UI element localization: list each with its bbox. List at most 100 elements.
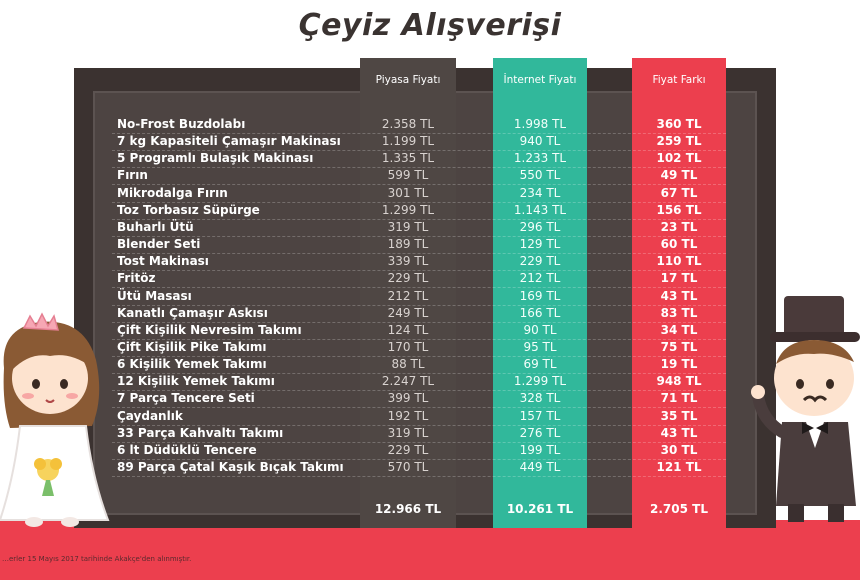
market-price: 2.358 TL [381, 117, 435, 131]
internet-price: 166 TL [519, 305, 561, 320]
item-name: Çaydanlık [117, 408, 183, 423]
internet-price: 229 TL [519, 254, 561, 269]
price-difference: 83 TL [660, 305, 698, 320]
item-name: Buharlı Ütü [117, 219, 194, 234]
item-name: Toz Torbasız Süpürge [117, 202, 260, 217]
market-price: 319 TL [387, 219, 429, 234]
item-name: 7 kg Kapasiteli Çamaşır Makinası [117, 134, 341, 149]
row-separator [112, 355, 726, 357]
market-price: 1.335 TL [381, 151, 435, 166]
price-difference: 17 TL [660, 271, 698, 286]
item-name: Çift Kişilik Nevresim Takımı [117, 322, 302, 337]
bride-illustration [0, 312, 110, 527]
internet-price: 199 TL [519, 442, 561, 457]
row-separator [112, 235, 726, 237]
internet-price: 449 TL [519, 460, 561, 474]
row-separator [112, 373, 726, 375]
row-separator [112, 184, 726, 186]
mustache-icon [802, 395, 828, 403]
row-separator [112, 150, 726, 152]
row-separator [112, 441, 726, 443]
price-difference: 75 TL [660, 339, 698, 354]
market-price: 212 TL [387, 288, 429, 303]
market-price: 319 TL [387, 425, 429, 440]
item-name: No-Frost Buzdolabı [117, 117, 246, 131]
price-difference: 110 TL [656, 254, 702, 269]
internet-price: 169 TL [519, 288, 561, 303]
price-difference: 34 TL [660, 322, 698, 337]
internet-price-header: İnternet Fiyatı [503, 74, 577, 86]
price-difference: 71 TL [660, 391, 698, 406]
market-price: 599 TL [387, 168, 429, 183]
market-price: 229 TL [387, 271, 429, 286]
difference-total: 2.705 TL [650, 502, 708, 516]
price-difference-header: Fiyat Farkı [652, 74, 706, 86]
row-separator [112, 133, 726, 134]
row-separator [112, 253, 726, 255]
market-price: 1.199 TL [381, 134, 435, 149]
internet-price: 157 TL [519, 408, 561, 423]
page-title: Çeyiz Alışverişi [298, 8, 562, 43]
groom-face [774, 340, 854, 416]
groom-suit [776, 422, 856, 506]
row-separator [112, 321, 726, 323]
internet-price: 1.998 TL [513, 117, 567, 131]
row-separator [112, 390, 726, 392]
row-separator [112, 287, 726, 289]
row-separator [112, 338, 726, 340]
market-price: 170 TL [387, 339, 429, 354]
row-separator [112, 476, 726, 477]
market-price: 124 TL [387, 322, 429, 337]
internet-price: 234 TL [519, 185, 561, 200]
internet-price: 328 TL [519, 391, 561, 406]
price-difference: 259 TL [656, 134, 702, 149]
price-difference: 60 TL [660, 237, 698, 252]
price-difference: 67 TL [660, 185, 698, 200]
item-name: 89 Parça Çatal Kaşık Bıçak Takımı [117, 460, 344, 474]
row-separator [112, 201, 726, 203]
item-name: 6 Kişilik Yemek Takımı [117, 357, 267, 372]
item-name: Kanatlı Çamaşır Askısı [117, 305, 268, 320]
row-separator [112, 270, 726, 272]
market-price: 339 TL [387, 254, 429, 269]
item-name: Ütü Masası [117, 288, 192, 303]
item-name: 12 Kişilik Yemek Takımı [117, 374, 275, 389]
row-separator [112, 218, 726, 220]
internet-price: 1.299 TL [513, 374, 567, 389]
row-separator [112, 304, 726, 306]
internet-price: 550 TL [519, 168, 561, 183]
market-price: 88 TL [391, 357, 425, 372]
price-difference: 948 TL [656, 374, 702, 389]
internet-total: 10.261 TL [506, 502, 574, 516]
item-name: Fırın [117, 168, 148, 183]
market-price: 2.247 TL [381, 374, 435, 389]
internet-price: 212 TL [519, 271, 561, 286]
internet-price: 1.233 TL [513, 151, 567, 166]
price-difference: 49 TL [660, 168, 698, 183]
row-separator [112, 167, 726, 169]
row-separator [112, 458, 726, 460]
price-difference: 102 TL [656, 151, 702, 166]
internet-price: 95 TL [523, 339, 557, 354]
item-name: Çift Kişilik Pike Takımı [117, 339, 267, 354]
internet-price: 276 TL [519, 425, 561, 440]
price-difference: 121 TL [656, 460, 702, 474]
row-separator [112, 407, 726, 409]
price-difference: 156 TL [656, 202, 702, 217]
price-difference: 360 TL [656, 117, 702, 131]
market-price-column [360, 58, 456, 528]
groom-illustration [751, 296, 860, 522]
price-difference: 43 TL [660, 425, 698, 440]
market-price: 301 TL [387, 185, 429, 200]
market-price: 1.299 TL [381, 202, 435, 217]
internet-price: 90 TL [523, 322, 557, 337]
internet-price: 69 TL [523, 357, 557, 372]
price-difference-column [632, 58, 726, 528]
price-difference: 19 TL [660, 357, 698, 372]
market-price-header: Piyasa Fiyatı [375, 74, 441, 86]
item-name: Mikrodalga Fırın [117, 185, 228, 200]
price-difference: 43 TL [660, 288, 698, 303]
red-floor-band [0, 520, 860, 580]
market-price: 570 TL [387, 460, 429, 474]
market-price: 189 TL [387, 237, 429, 252]
